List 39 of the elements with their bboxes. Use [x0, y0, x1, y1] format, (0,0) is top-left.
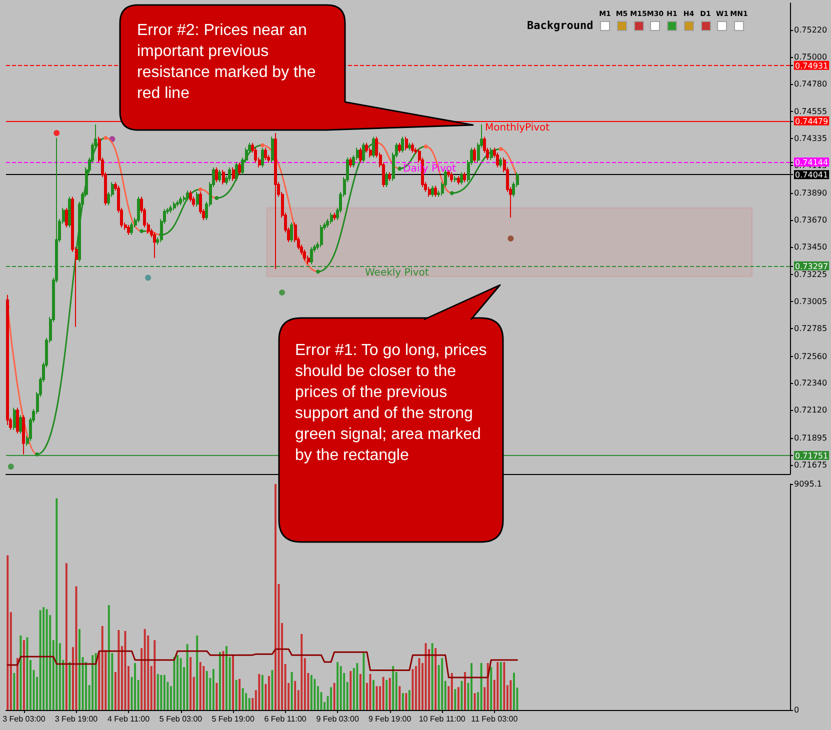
annotation: Error #1: To go long, prices should be closer to the prices of the previous support and of the strong green signal; area marked by the rectangle [295, 341, 488, 466]
x-tick-label: 6 Feb 11:00 [264, 714, 307, 724]
y-tick-label: 0.73890 [794, 188, 828, 198]
x-tick-label: 3 Feb 03:00 [2, 714, 46, 724]
y-tick-label: 0.74041 [795, 170, 828, 180]
y-tick-label: 0.74335 [794, 134, 828, 144]
annotation: Error #2: Prices near an important previous resistance marked by the red line [137, 21, 317, 104]
annotation: Background [527, 19, 594, 32]
x-tick-label: 3 Feb 19:00 [54, 714, 98, 724]
y-tick-label: 0 [794, 706, 800, 714]
ref-line-label: MonthlyPivot [485, 122, 550, 134]
y-tick-label: 0.71751 [795, 451, 828, 460]
y-tick-label: 9095.1 [794, 480, 822, 488]
y-tick-label: 0.73005 [794, 297, 828, 306]
x-tick-label: 5 Feb 19:00 [212, 714, 255, 724]
y-tick-label: 0.71895 [794, 433, 828, 442]
x-tick-label: 9 Feb 03:00 [316, 714, 360, 724]
y-tick-label: 0.75000 [794, 52, 828, 62]
x-tick-label: 9 Feb 19:00 [368, 714, 412, 724]
y-tick-label: 0.74479 [795, 116, 828, 126]
y-tick-label: 0.73225 [794, 270, 828, 280]
y-tick-label: 0.72340 [794, 378, 828, 388]
y-tick-label: 0.71675 [794, 460, 828, 470]
x-tick-label: 11 Feb 03:00 [471, 714, 518, 724]
y-tick-label: 0.75220 [794, 25, 828, 34]
x-tick-label: 4 Feb 11:00 [107, 714, 150, 724]
y-tick-label: 0.74780 [794, 79, 828, 88]
y-tick-label: 0.74931 [795, 61, 828, 70]
y-tick-label: 0.73450 [794, 242, 828, 252]
x-tick-label: 10 Feb 11:00 [418, 714, 466, 724]
y-tick-label: 0.72785 [794, 324, 828, 334]
y-tick-label: 0.72120 [794, 406, 828, 415]
y-tick-label: 0.72560 [794, 352, 828, 361]
y-tick-label: 0.74144 [795, 158, 828, 167]
y-tick-label: 0.73297 [795, 262, 828, 271]
x-tick-label: 5 Feb 03:00 [159, 714, 203, 724]
ref-line-label: Weekly Pivot [365, 267, 429, 278]
y-tick-label: 0.74555 [794, 107, 828, 116]
y-tick-label: 0.73670 [794, 216, 828, 225]
